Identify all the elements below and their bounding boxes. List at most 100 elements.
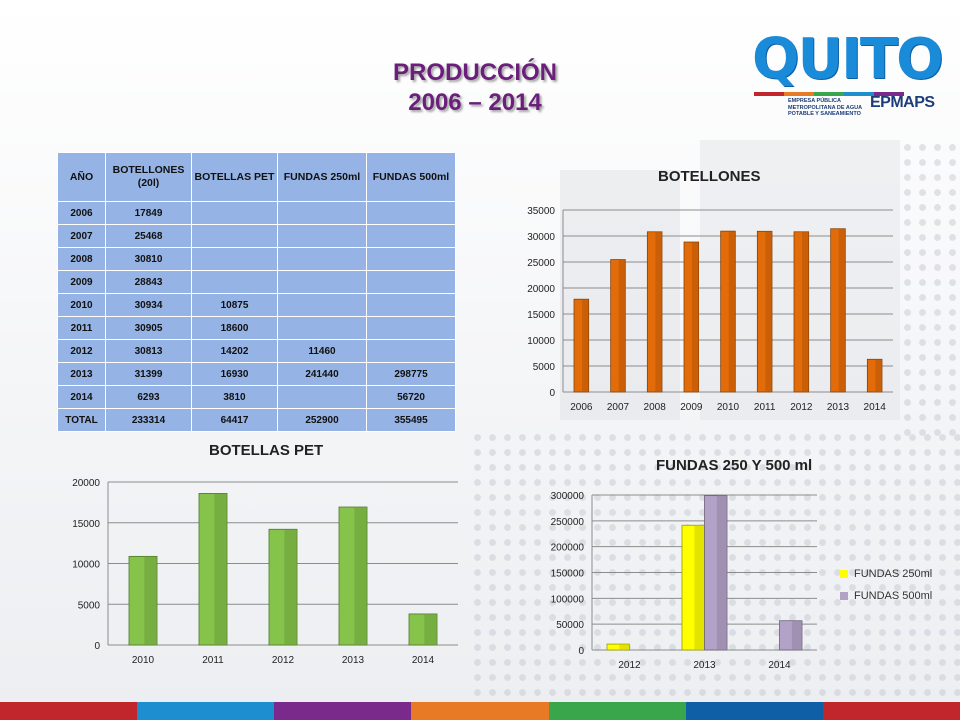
table-cell	[366, 224, 456, 248]
table-cell: 2012	[57, 339, 106, 363]
fundas-legend: FUNDAS 250ml FUNDAS 500ml	[840, 563, 932, 607]
bottom-bar-segment	[411, 702, 549, 720]
y-tick-label: 15000	[72, 519, 100, 530]
chart-title-pet: BOTELLAS PET	[209, 442, 324, 459]
table-cell: 241440	[277, 362, 367, 386]
table-header: BOTELLAS PET	[191, 152, 278, 202]
bottom-bar-segment	[548, 702, 686, 720]
bottom-bar-segment	[0, 702, 138, 720]
table-cell: 6293	[105, 385, 192, 409]
bottom-bar-segment	[137, 702, 275, 720]
legend-swatch-250	[840, 570, 848, 578]
table-cell	[277, 293, 367, 317]
x-tick-label: 2010	[132, 655, 155, 666]
page-title-line1: PRODUCCIÓN	[392, 59, 557, 86]
table-cell	[191, 224, 278, 248]
bar-shading	[424, 613, 437, 645]
table-cell: 2008	[57, 247, 106, 271]
table-cell	[366, 339, 456, 363]
table-row: 2014 6293 3810 56720	[57, 385, 456, 409]
table-cell: 233314	[105, 408, 192, 432]
table-row: 2006 17849	[57, 201, 456, 225]
y-tick-label: 200000	[551, 543, 585, 554]
y-tick-label: 25000	[527, 258, 555, 269]
table-cell	[366, 316, 456, 340]
bar-shading	[791, 620, 802, 650]
y-tick-label: 5000	[533, 362, 556, 373]
table-cell: 30810	[105, 247, 192, 271]
table-cell: 2011	[57, 316, 106, 340]
table-row: 2008 30810	[57, 247, 456, 271]
page-title-line2: 2006 – 2014	[408, 89, 542, 116]
table-header: AÑO	[57, 152, 106, 202]
y-tick-label: 35000	[527, 206, 555, 217]
table-header: FUNDAS 250ml	[277, 152, 367, 202]
bar-shading	[214, 493, 227, 645]
table-cell: 56720	[366, 385, 456, 409]
y-tick-label: 5000	[78, 600, 101, 611]
table-cell: 11460	[277, 339, 367, 363]
production-table: AÑO BOTELLONES (20l) BOTELLAS PET FUNDAS…	[57, 152, 456, 432]
x-tick-label: 2012	[272, 655, 295, 666]
logo-stripe	[784, 92, 814, 96]
bar-shading	[875, 359, 882, 392]
chart-pet: 0 5000 10000 15000 20000 2010 2011 2012 2013 2014	[72, 478, 458, 666]
bar-shading	[655, 231, 662, 392]
bottom-bar-segment	[822, 702, 960, 720]
x-tick-label: 2014	[864, 402, 887, 413]
bar-shading	[692, 242, 699, 392]
table-cell: 64417	[191, 408, 278, 432]
logo-stripe	[814, 92, 844, 96]
table-cell	[277, 270, 367, 294]
table-cell: TOTAL	[57, 408, 106, 432]
bottom-bar-segment	[685, 702, 823, 720]
table-cell	[277, 316, 367, 340]
x-tick-label: 2011	[754, 402, 776, 413]
table-cell: 31399	[105, 362, 192, 386]
y-tick-label: 30000	[527, 232, 555, 243]
x-tick-label: 2010	[717, 402, 740, 413]
y-tick-label: 10000	[527, 336, 555, 347]
bar-shading	[728, 231, 736, 392]
bottom-bar-segment	[274, 702, 412, 720]
legend-swatch-500	[840, 592, 848, 600]
bar-shading	[354, 507, 367, 645]
bar-shading	[619, 644, 630, 650]
table-cell	[277, 224, 367, 248]
table-cell	[366, 270, 456, 294]
y-tick-label: 10000	[72, 560, 100, 571]
x-tick-label: 2013	[827, 402, 850, 413]
x-tick-label: 2009	[680, 402, 703, 413]
bar-shading	[618, 259, 626, 392]
y-tick-label: 300000	[551, 491, 585, 502]
table-cell: 2010	[57, 293, 106, 317]
x-tick-label: 2013	[342, 655, 365, 666]
page-title: PRODUCCIÓN 2006 – 2014	[340, 58, 610, 118]
y-tick-label: 0	[94, 641, 100, 652]
logo-subtitle: EMPRESA PÚBLICA METROPOLITANA DE AGUA PO…	[788, 98, 862, 117]
table-cell: 30934	[105, 293, 192, 317]
y-tick-label: 0	[578, 646, 584, 657]
x-tick-label: 2012	[790, 402, 813, 413]
legend-label: FUNDAS 250ml	[854, 568, 933, 580]
bar-shading	[144, 556, 157, 645]
table-cell: 28843	[105, 270, 192, 294]
table-cell: 2006	[57, 201, 106, 225]
x-tick-label: 2006	[570, 402, 593, 413]
chart-title-fundas: FUNDAS 250 Y 500 ml	[656, 457, 813, 474]
table-cell	[366, 293, 456, 317]
chart-botellones: 0 5000 10000 15000 20000 25000 30000 35000 2006 2…	[527, 206, 893, 413]
table-cell	[191, 201, 278, 225]
legend-item: FUNDAS 500ml	[840, 585, 932, 607]
table-row: 2010 30934 10875	[57, 293, 456, 317]
y-tick-label: 0	[549, 388, 555, 399]
bar-shading	[838, 228, 846, 392]
x-tick-label: 2007	[607, 402, 630, 413]
y-tick-label: 20000	[527, 284, 555, 295]
x-tick-label: 2013	[693, 660, 716, 671]
table-cell: 3810	[191, 385, 278, 409]
bar-shading	[694, 525, 705, 650]
table-row: 2007 25468	[57, 224, 456, 248]
chart-title-botellones: BOTELLONES	[658, 168, 761, 185]
table-cell	[366, 247, 456, 271]
